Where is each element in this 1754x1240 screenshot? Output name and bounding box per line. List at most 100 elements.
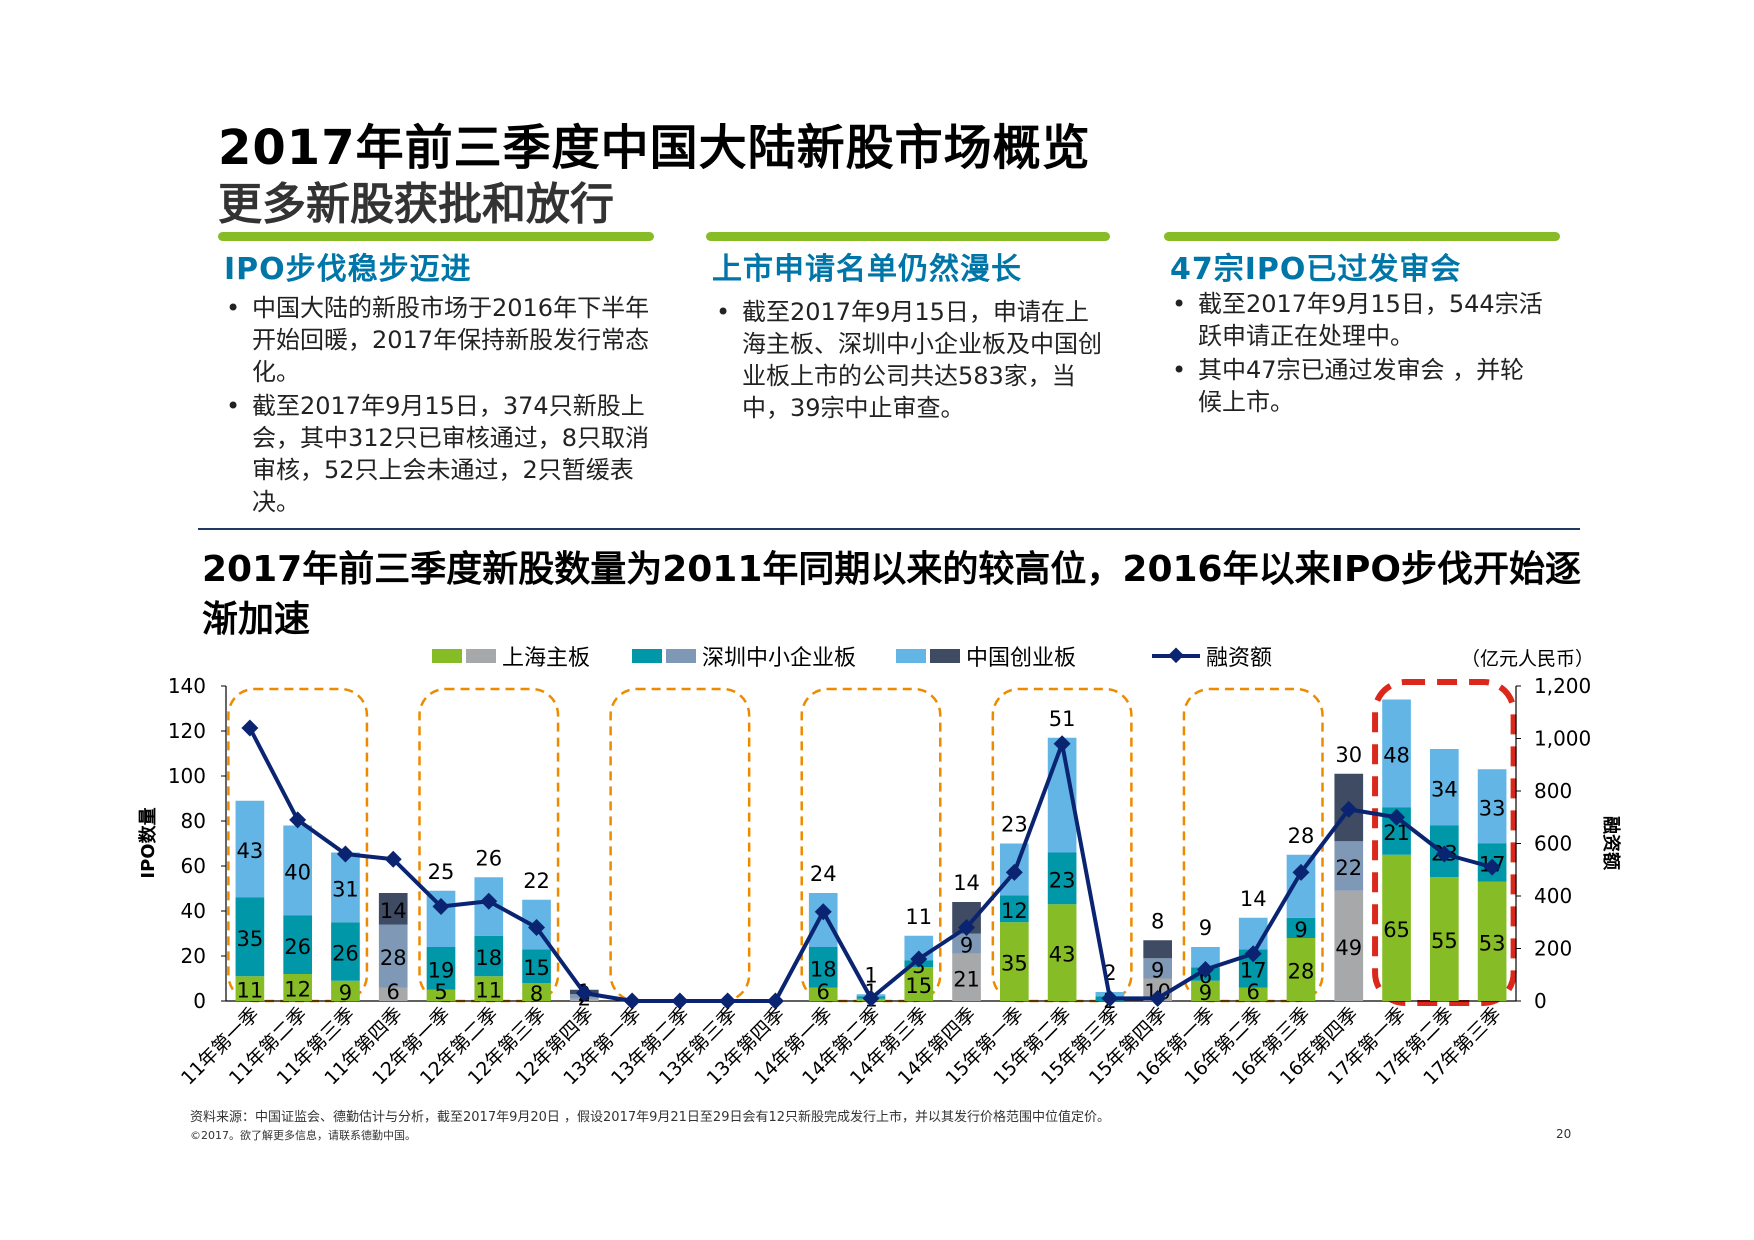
- bar-segment: [1430, 877, 1459, 1001]
- y2-tick-label: 1,000: [1534, 727, 1591, 751]
- financing-marker: [432, 898, 450, 915]
- financing-marker: [958, 919, 976, 936]
- y-tick-label: 140: [168, 674, 206, 698]
- bar-segment: [1191, 947, 1220, 968]
- bar-value-label: 31: [332, 877, 359, 901]
- financing-marker: [336, 845, 354, 863]
- financing-marker: [1483, 858, 1501, 876]
- green-underline-3: [1164, 232, 1560, 241]
- financing-marker: [1435, 845, 1453, 863]
- bar-segment: [1334, 890, 1364, 1001]
- legend-marker: [1168, 647, 1184, 664]
- bar-segment: [474, 935, 504, 977]
- bar-value-label: 28: [1288, 824, 1315, 848]
- financing-marker: [719, 992, 737, 1010]
- financing-marker: [384, 850, 402, 868]
- financing-marker: [910, 950, 928, 968]
- bar-value-label: 9: [1199, 916, 1212, 940]
- legend-label: 上海主板: [502, 646, 590, 671]
- y-tick-label: 80: [181, 809, 206, 833]
- bar-value-label: 9: [1151, 958, 1164, 982]
- divider: [198, 528, 1580, 530]
- bar-value-label: 26: [284, 935, 311, 959]
- col1-bullet-2: 截至2017年9月15日，374只新股上会，其中312只已审核通过，8只取消审核…: [222, 390, 652, 518]
- bar-segment: [1477, 769, 1507, 844]
- bar-segment: [426, 947, 456, 990]
- page-number: 20: [1556, 1127, 1572, 1141]
- bar-value-label: 18: [475, 946, 502, 970]
- legend-label: 深圳中小企业板: [702, 646, 856, 671]
- col1-bullet-1: 中国大陆的新股市场于2016年下半年开始回暖，2017年保持新股发行常态化。: [222, 292, 652, 388]
- bar-value-label: 12: [1001, 899, 1028, 923]
- col3-bullets: 截至2017年9月15日，544宗活跃申请正在处理中。 其中47宗已通过发审会 …: [1168, 288, 1548, 420]
- bar-segment: [235, 800, 265, 898]
- bar-segment: [331, 922, 360, 981]
- bar-segment: [1000, 922, 1029, 1001]
- bar-segment: [1238, 987, 1268, 1001]
- bar-value-label: 14: [1240, 887, 1267, 911]
- financing-marker: [1388, 808, 1406, 826]
- y2-tick-label: 400: [1534, 884, 1572, 908]
- bar-value-label: 53: [1479, 931, 1506, 955]
- page-title: 2017年前三季度中国大陆新股市场概览: [218, 120, 1091, 176]
- bar-value-label: 22: [1335, 856, 1362, 880]
- legend-swatch: [666, 649, 696, 663]
- bar-segment: [235, 897, 265, 977]
- bar-value-label: 1: [864, 963, 877, 987]
- bar-value-label: 43: [237, 839, 264, 863]
- bar-segment: [522, 949, 551, 983]
- bar-segment: [426, 989, 456, 1001]
- highlight-box-2017: [1372, 679, 1517, 1006]
- bar-segment: [1286, 917, 1316, 938]
- bar-value-label: 40: [284, 861, 311, 885]
- bar-segment: [1430, 749, 1459, 826]
- financing-marker: [1292, 863, 1310, 881]
- bar-segment: [1047, 852, 1077, 905]
- bar-value-label: 25: [428, 860, 455, 884]
- y-tick-label: 60: [181, 854, 206, 878]
- bar-segment: [808, 947, 838, 988]
- copyright-footnote: ©2017。欲了解更多信息，请联系德勤中国。: [190, 1129, 416, 1142]
- y-axis-label: IPO数量: [137, 807, 159, 878]
- financing-marker: [766, 992, 784, 1010]
- bar-segment: [1286, 938, 1316, 1001]
- bar-segment: [1477, 881, 1507, 1001]
- bar-value-label: 35: [1001, 952, 1028, 976]
- bar-segment: [522, 983, 551, 1001]
- bar-value-label: 11: [475, 979, 502, 1003]
- bar-value-label: 6: [387, 980, 400, 1004]
- bar-value-label: 18: [810, 957, 837, 981]
- financing-marker: [241, 719, 259, 737]
- y-tick-label: 20: [181, 944, 206, 968]
- bar-segment: [378, 893, 408, 925]
- legend-swatch: [930, 649, 960, 663]
- col3-bullet-1: 截至2017年9月15日，544宗活跃申请正在处理中。: [1168, 288, 1548, 352]
- bar-value-label: 11: [237, 979, 264, 1003]
- financing-marker: [1149, 989, 1167, 1007]
- bar-value-label: 48: [1383, 744, 1410, 768]
- bar-segment: [1047, 904, 1077, 1001]
- bar-segment: [1000, 895, 1029, 923]
- bar-value-label: 49: [1335, 936, 1362, 960]
- bar-value-label: 12: [284, 978, 311, 1002]
- bar-value-label: 51: [1049, 707, 1076, 731]
- bar-value-label: 9: [960, 934, 973, 958]
- bar-value-label: 22: [523, 869, 550, 893]
- bar-value-label: 34: [1431, 777, 1458, 801]
- bar-segment: [1334, 841, 1364, 891]
- y-tick-label: 100: [168, 764, 206, 788]
- bar-segment: [235, 976, 265, 1001]
- bar-segment: [808, 987, 838, 1001]
- col3-heading: 47宗IPO已过发审会: [1170, 252, 1462, 287]
- financing-marker: [862, 989, 880, 1007]
- bar-value-label: 21: [953, 967, 980, 991]
- bar-segment: [952, 933, 981, 954]
- bar-value-label: 5: [434, 980, 447, 1004]
- financing-marker: [623, 992, 641, 1010]
- legend-swatch: [466, 649, 496, 663]
- bar-segment: [378, 924, 408, 988]
- green-underline-1: [218, 232, 654, 241]
- bar-segment: [904, 967, 934, 1001]
- bar-segment: [331, 980, 360, 1001]
